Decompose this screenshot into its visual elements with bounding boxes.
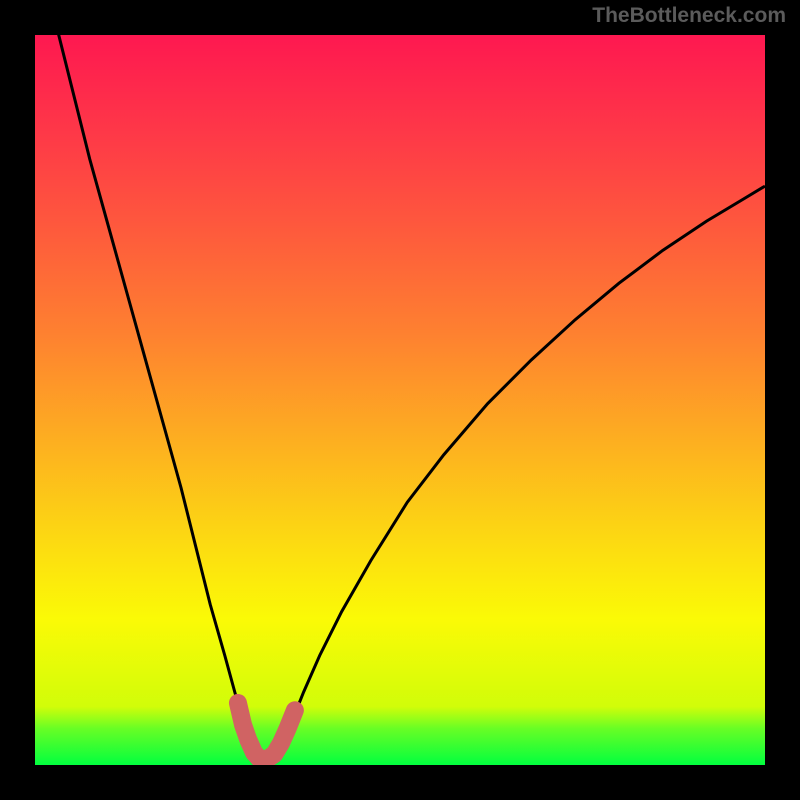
plot-area xyxy=(35,35,765,765)
chart-svg xyxy=(35,35,765,765)
watermark-text: TheBottleneck.com xyxy=(592,4,786,28)
marker-curve xyxy=(238,703,295,759)
bottleneck-curve xyxy=(57,35,765,763)
